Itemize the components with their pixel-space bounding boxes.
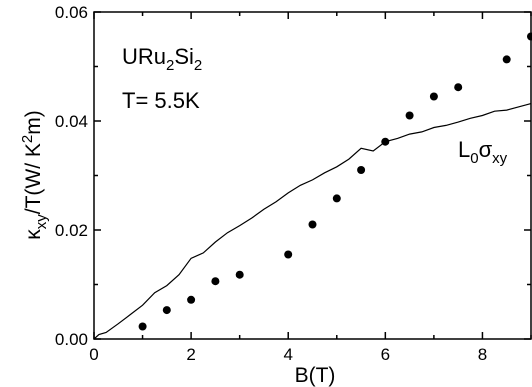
y-axis-label-kappa: κ <box>22 229 45 240</box>
data-point <box>187 295 196 304</box>
y-axis-label-sub: xy <box>33 214 50 230</box>
compound-sub2: 2 <box>194 57 202 74</box>
x-tick-label: 8 <box>478 345 487 364</box>
data-point <box>235 270 244 279</box>
y-tick-label: 0.04 <box>55 112 88 131</box>
y-tick-label: 0.00 <box>55 330 88 349</box>
temperature-annotation: T= 5.5K <box>122 88 200 113</box>
y-axis-label: κxy/T(W/ K2m) <box>19 110 50 240</box>
y-axis-label-tail: m) <box>22 110 45 135</box>
x-tick-label: 0 <box>89 345 98 364</box>
data-point <box>357 166 366 174</box>
y-axis-label-sup: 2 <box>19 135 36 143</box>
data-point <box>502 55 511 64</box>
axis-ticks: 0 2 4 6 8 0.00 0.02 0.04 0.06 <box>55 3 532 364</box>
compound-si: Si <box>174 44 194 69</box>
data-point <box>162 306 171 315</box>
data-point <box>381 137 390 146</box>
curve-label: L0σxy <box>458 137 508 167</box>
data-point <box>284 250 293 259</box>
y-tick-label: 0.06 <box>55 3 88 22</box>
data-point <box>454 83 463 92</box>
data-point <box>429 92 438 101</box>
data-point <box>138 322 147 331</box>
x-tick-label: 4 <box>283 345 292 364</box>
curve-label-sigma: σ <box>479 137 493 162</box>
points-layer <box>138 32 532 331</box>
data-point <box>308 220 317 229</box>
curve-layer <box>93 103 532 340</box>
l0-sigma-xy-curve <box>93 103 532 340</box>
compound-sub1: 2 <box>166 57 174 74</box>
curve-label-subxy: xy <box>492 150 508 167</box>
y-tick-label: 0.02 <box>55 221 88 240</box>
x-tick-label: 2 <box>186 345 195 364</box>
y-axis-label-rest: /T(W/ K <box>22 143 45 214</box>
compound-u: URu <box>122 44 166 69</box>
x-tick-label: 6 <box>381 345 390 364</box>
x-axis-label: B(T) <box>295 364 336 387</box>
curve-label-l: L <box>458 137 470 162</box>
data-point <box>332 194 341 203</box>
curve-label-sub0: 0 <box>470 150 478 167</box>
data-point <box>405 111 414 120</box>
data-point <box>211 277 220 286</box>
compound-annotation: URu2Si2 <box>122 44 202 74</box>
data-point <box>527 32 532 41</box>
